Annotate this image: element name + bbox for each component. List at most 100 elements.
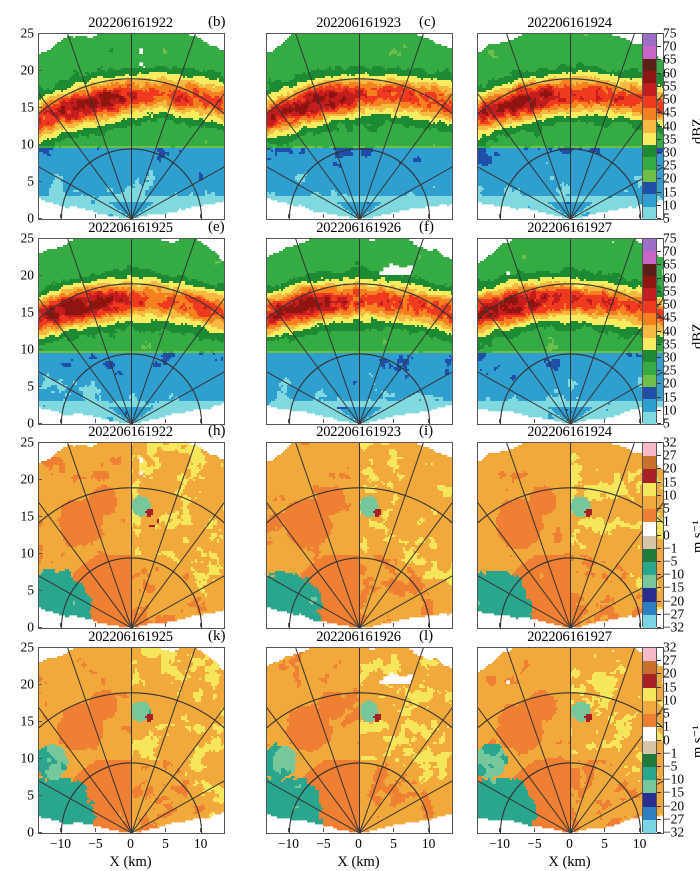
plot-area-d — [38, 238, 225, 425]
x-tick-mark — [288, 214, 289, 218]
colorbar-segment — [643, 108, 656, 121]
colorbar-strip — [642, 33, 657, 218]
colorbar-tick-mark — [657, 753, 661, 754]
y-tick-mark — [38, 684, 42, 685]
colorbar-segment — [643, 522, 656, 536]
y-tick-label: 0 — [4, 211, 34, 225]
plot-area-b — [266, 33, 453, 220]
colorbar-segment — [643, 562, 656, 576]
colorbar-segment — [643, 727, 656, 741]
colorbar-segment — [643, 820, 656, 834]
x-tick-mark — [323, 623, 324, 627]
colorbar-segment — [643, 387, 656, 400]
colorbar-tick-mark — [657, 614, 661, 615]
x-tick-mark — [604, 419, 605, 423]
colorbar-segment — [643, 83, 656, 96]
colorbar-tick-mark — [657, 766, 661, 767]
x-tick-mark — [130, 828, 131, 832]
plot-area-h — [266, 442, 453, 629]
colorbar-segment — [643, 157, 656, 170]
x-tick-label: 10 — [194, 837, 208, 851]
colorbar-segment — [643, 264, 656, 277]
colorbar-tick-mark — [657, 291, 661, 292]
x-tick-mark — [165, 828, 166, 832]
colorbar-tick-mark — [657, 468, 661, 469]
colorbar-tick-mark — [657, 331, 661, 332]
x-tick-mark — [95, 419, 96, 423]
y-tick-mark — [38, 627, 42, 628]
colorbar-tick-mark — [657, 779, 661, 780]
colorbar-segment — [643, 207, 656, 220]
y-tick-mark — [38, 423, 42, 424]
panel-letter-label: (b) — [208, 15, 226, 30]
colorbar-title: dBZ — [690, 323, 700, 349]
y-tick-label: 25 — [4, 435, 34, 449]
x-tick-mark — [60, 828, 61, 832]
y-tick-label: 5 — [4, 583, 34, 597]
colorbar-tick-mark — [657, 535, 661, 536]
panel-title: 202206161924 — [477, 425, 662, 440]
x-tick-label: 0 — [127, 837, 134, 851]
colorbar-tick-label: −32 — [663, 620, 684, 634]
x-tick-mark — [200, 828, 201, 832]
colorbar-segment — [643, 741, 656, 755]
plot-area-a — [38, 33, 225, 220]
y-tick-mark — [38, 795, 42, 796]
colorbar-tick-mark — [657, 397, 661, 398]
colorbar-segment — [643, 575, 656, 589]
x-tick-label: 10 — [422, 837, 436, 851]
plot-area-f — [477, 238, 664, 425]
x-tick-mark — [569, 419, 570, 423]
y-tick-mark — [38, 758, 42, 759]
plot-area-g — [38, 442, 225, 629]
colorbar-tick-mark — [657, 423, 661, 424]
colorbar-tick-mark — [657, 357, 661, 358]
x-tick-mark — [200, 214, 201, 218]
colorbar-segment — [643, 46, 656, 59]
colorbar-segment — [643, 615, 656, 629]
y-tick-label: 5 — [4, 174, 34, 188]
x-tick-mark — [95, 623, 96, 627]
colorbar-segment — [643, 325, 656, 338]
x-tick-mark — [393, 828, 394, 832]
plot-area-e — [266, 238, 453, 425]
x-tick-mark — [288, 419, 289, 423]
colorbar-tick-mark — [657, 508, 661, 509]
colorbar-tick-mark — [657, 740, 661, 741]
colorbar-tick-mark — [657, 317, 661, 318]
plot-area-j — [38, 647, 225, 834]
y-tick-mark — [38, 238, 42, 239]
x-tick-mark — [604, 214, 605, 218]
x-tick-label: 10 — [633, 837, 647, 851]
colorbar-tick-mark — [657, 660, 661, 661]
colorbar-tick-mark — [657, 495, 661, 496]
y-tick-label: 0 — [4, 825, 34, 839]
colorbar-tick-label: 5 — [663, 416, 670, 430]
x-tick-label: 5 — [390, 837, 397, 851]
y-tick-mark — [38, 442, 42, 443]
x-tick-label: −10 — [489, 837, 510, 851]
x-tick-mark — [393, 419, 394, 423]
colorbar-segment — [643, 780, 656, 794]
colorbar-tick-mark — [657, 792, 661, 793]
panel-letter-label: (f) — [419, 220, 434, 235]
colorbar-segment — [643, 588, 656, 602]
colorbar-tick-mark — [657, 442, 661, 443]
x-tick-mark — [428, 623, 429, 627]
x-tick-mark — [95, 828, 96, 832]
colorbar-tick-mark — [657, 370, 661, 371]
colorbar-segment — [643, 239, 656, 252]
y-tick-mark — [38, 516, 42, 517]
x-tick-mark — [534, 828, 535, 832]
x-tick-mark — [534, 623, 535, 627]
colorbar-segment — [643, 133, 656, 146]
colorbar-segment — [643, 182, 656, 195]
panel-letter-label: (c) — [419, 15, 436, 30]
colorbar-segment — [643, 375, 656, 388]
colorbar-tick-mark — [657, 548, 661, 549]
colorbar-segment — [643, 194, 656, 207]
x-tick-mark — [569, 828, 570, 832]
colorbar-tick-mark — [657, 59, 661, 60]
